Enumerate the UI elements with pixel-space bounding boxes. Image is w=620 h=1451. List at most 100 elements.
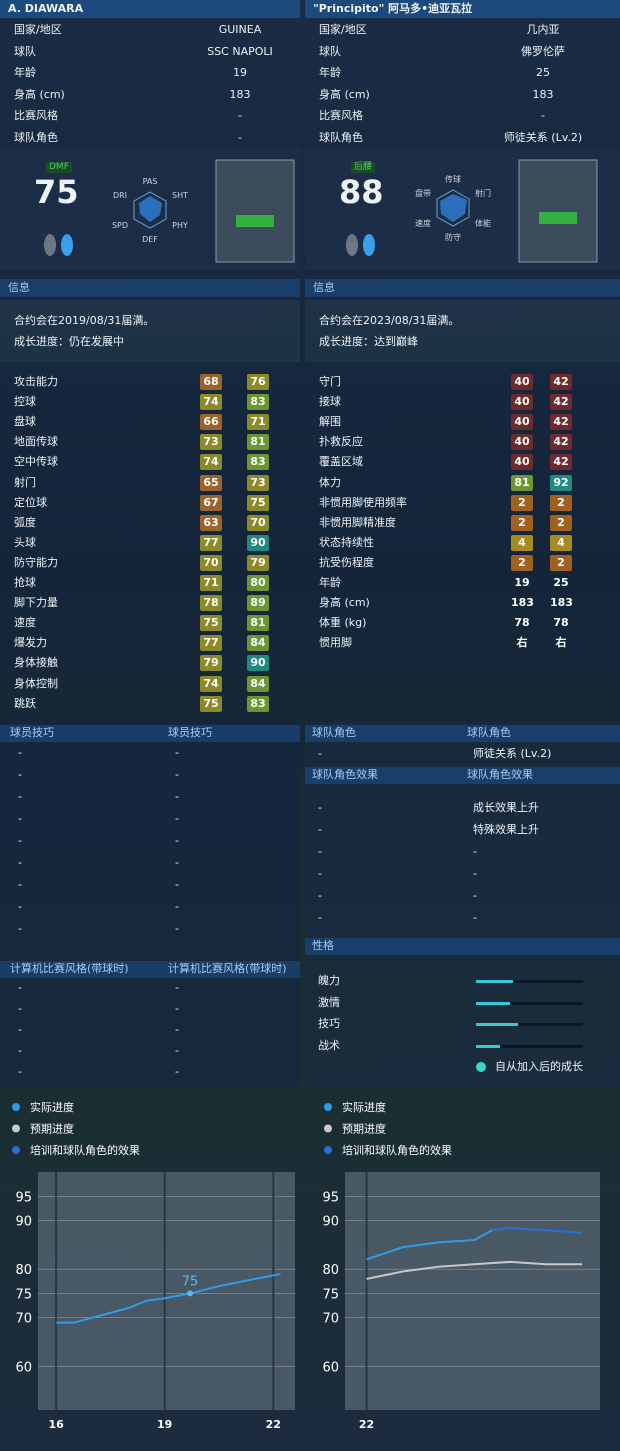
stat-value: 40: [511, 394, 533, 411]
stat-value: 81: [511, 474, 533, 491]
trait-track: [476, 1001, 583, 1005]
stat-value: 83: [247, 695, 269, 712]
stat-label: 非惯用脚精准度: [319, 515, 396, 529]
info-line: 合约会在2019/08/31届满。: [14, 314, 155, 327]
profile-value: 佛罗伦萨: [521, 44, 565, 58]
profile-value: SSC NAPOLI: [207, 44, 273, 58]
stat-value: 183: [511, 596, 534, 610]
stat-value: 19: [514, 576, 530, 589]
effect-item: -: [318, 801, 322, 814]
y-tick-label: 60: [322, 1360, 339, 1375]
stat-value: 75: [200, 615, 222, 632]
stat-label: 跳跃: [14, 696, 36, 710]
stat-value: 42: [550, 434, 572, 451]
y-tick-label: 95: [15, 1190, 32, 1205]
stat-label: 惯用脚: [319, 636, 352, 650]
x-tick-label: 22: [266, 1418, 281, 1431]
profile-label: 年龄: [14, 66, 36, 79]
rating: 88: [339, 173, 384, 211]
profile-label: 球队: [14, 44, 36, 58]
y-tick-label: 80: [322, 1263, 339, 1278]
y-tick-label: 90: [15, 1215, 32, 1230]
player-name: A. DIAWARA: [8, 2, 84, 15]
profile-value: 183: [532, 87, 554, 101]
effect-item: -: [473, 889, 477, 902]
legend-label: 实际进度: [342, 1100, 386, 1114]
stat-value: 63: [200, 514, 222, 531]
ai-item: -: [175, 1023, 179, 1036]
effect-item: -: [318, 867, 322, 880]
stat-value: 73: [200, 434, 222, 451]
stat-label: 地面传球: [14, 435, 58, 449]
stat-value: 77: [200, 635, 222, 652]
stat-value: 75: [247, 494, 269, 511]
info-line: 合约会在2023/08/31届满。: [319, 314, 460, 327]
radar-label: 射门: [475, 189, 491, 199]
stat-value: 74: [200, 675, 222, 692]
y-tick-label: 70: [322, 1312, 339, 1327]
stat-value: 2: [550, 494, 572, 511]
skill-item: -: [18, 834, 22, 847]
radar-label: 盘带: [415, 189, 431, 199]
stat-value: 83: [247, 454, 269, 471]
skill-item: -: [18, 856, 22, 869]
position: DMF: [46, 162, 72, 173]
section-title: 球员技巧: [10, 726, 54, 739]
effect-item: -: [318, 845, 322, 858]
stat-value: 66: [200, 414, 222, 431]
stat-value: 67: [200, 494, 222, 511]
stat-value: 42: [550, 374, 572, 390]
stat-value: 2: [511, 554, 533, 571]
legend-text: 自从加入后的成长: [495, 1060, 583, 1073]
effect-item: -: [318, 889, 322, 902]
stat-value: 71: [247, 414, 269, 431]
section-bar: [0, 279, 300, 297]
stat-value: 4: [511, 534, 533, 551]
trait-label: 技巧: [318, 1017, 340, 1030]
stat-label: 攻击能力: [14, 375, 58, 388]
stat-value: 40: [511, 434, 533, 451]
stat-label: 守门: [319, 375, 341, 388]
point-label: 75: [182, 1274, 199, 1289]
y-tick-label: 75: [322, 1287, 339, 1302]
stat-label: 解围: [319, 415, 341, 429]
series-line: [366, 1260, 583, 1280]
trait-bar: [476, 1023, 518, 1026]
stat-value: 78: [200, 595, 222, 612]
skill-item: -: [18, 790, 22, 803]
profile-value: 几内亚: [526, 23, 560, 36]
profile-label: 球队角色: [14, 130, 58, 144]
header-bar: [305, 0, 620, 18]
skill-item: -: [18, 922, 22, 935]
series-line: [492, 1226, 583, 1234]
stat-value: 68: [200, 374, 222, 390]
stat-value: 右: [555, 636, 567, 650]
trait-bar: [476, 1044, 500, 1048]
stat-label: 状态持续性: [319, 535, 374, 549]
stat-value: 42: [550, 394, 572, 411]
stat-label: 弧度: [14, 515, 36, 529]
trait-track: [476, 1044, 583, 1048]
ai-item: -: [18, 1065, 22, 1078]
y-tick-label: 70: [15, 1312, 32, 1327]
profile-value: 183: [229, 87, 251, 101]
section-title: 球队角色效果: [312, 768, 378, 781]
radar-label: DRI: [112, 191, 128, 201]
effect-item: -: [318, 823, 322, 836]
stat-value: 84: [247, 675, 269, 692]
stat-value: 4: [550, 534, 572, 551]
stat-value: 2: [550, 514, 572, 531]
rating: 75: [34, 173, 79, 211]
y-tick-label: 80: [15, 1263, 32, 1278]
stat-value: 75: [200, 695, 222, 712]
stat-label: 射门: [14, 475, 36, 489]
stat-value: 40: [511, 454, 533, 471]
stat-value: 右: [516, 636, 528, 650]
stat-label: 脚下力量: [14, 596, 58, 610]
trait-bar: [476, 1001, 511, 1005]
stat-label: 盘球: [14, 415, 36, 429]
stat-label: 头球: [14, 535, 36, 549]
stat-value: 79: [200, 655, 222, 672]
section-title: 球队角色: [312, 726, 356, 739]
